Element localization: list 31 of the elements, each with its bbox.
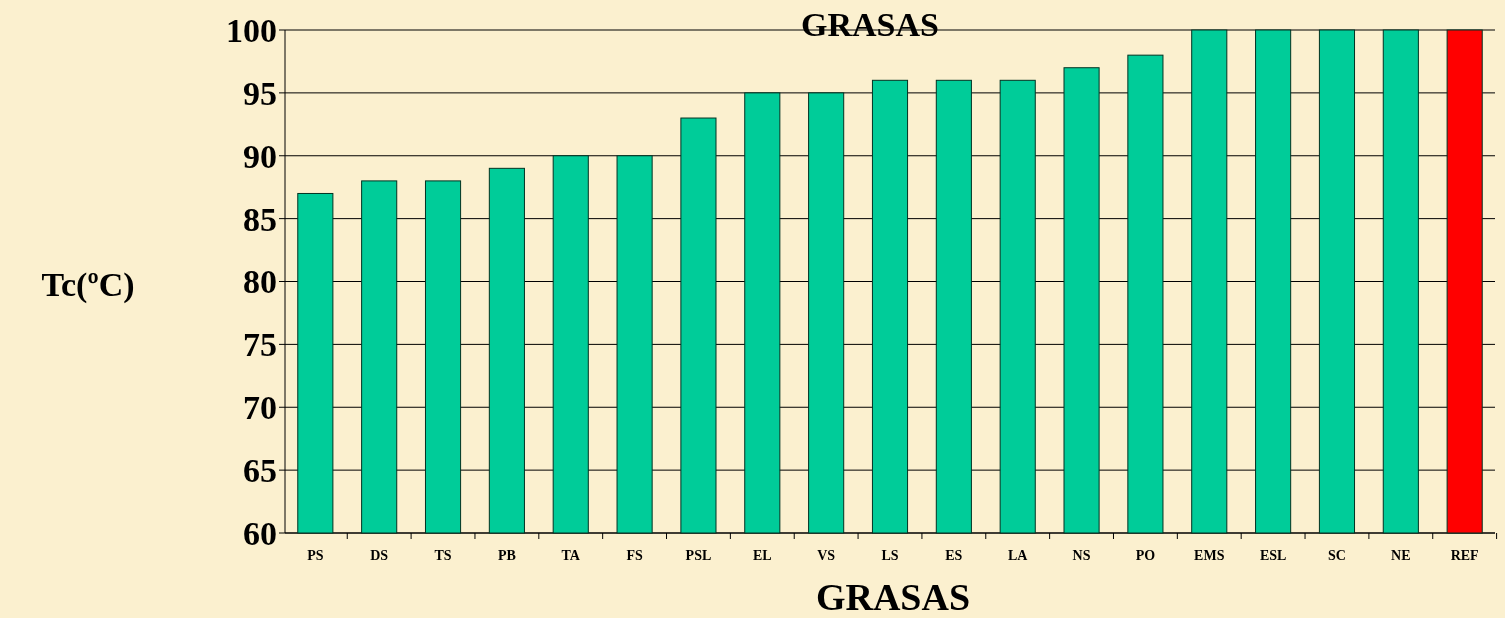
y-tick-label: 80 bbox=[243, 263, 277, 301]
y-tick-label: 70 bbox=[243, 389, 277, 427]
x-tick-label: EL bbox=[752, 548, 772, 563]
x-tick-label: REF bbox=[1450, 548, 1479, 563]
x-axis-title: GRASAS bbox=[815, 576, 971, 618]
x-tick-label: PS bbox=[307, 548, 324, 563]
x-tick-label: TA bbox=[561, 548, 581, 563]
x-tick-label: PO bbox=[1135, 548, 1156, 563]
x-tick-label: FS bbox=[626, 548, 643, 563]
y-tick-label: 75 bbox=[243, 326, 277, 364]
y-tick-label: 95 bbox=[243, 74, 277, 112]
x-tick-label: VS bbox=[817, 548, 836, 563]
x-tick-label: NS bbox=[1072, 548, 1091, 563]
chart-title: GRASAS bbox=[801, 6, 939, 43]
x-tick-label: SC bbox=[1328, 548, 1346, 563]
y-tick-label: 60 bbox=[243, 514, 277, 552]
y-tick-label: 100 bbox=[226, 11, 277, 49]
y-tick-label: 65 bbox=[243, 452, 277, 490]
x-tick-label: PB bbox=[497, 548, 516, 563]
x-tick-label: PSL bbox=[685, 548, 712, 563]
y-axis-title: Tc(ºC) bbox=[41, 266, 135, 304]
x-tick-label: LA bbox=[1007, 548, 1029, 563]
x-tick-label: ES bbox=[945, 548, 963, 563]
x-tick-label: NE bbox=[1391, 548, 1411, 563]
x-tick-label: LS bbox=[881, 548, 899, 563]
x-tick-label: TS bbox=[434, 548, 452, 563]
x-tick-label: DS bbox=[370, 548, 389, 563]
x-tick-label: ESL bbox=[1259, 548, 1287, 563]
y-tick-label: 90 bbox=[243, 137, 277, 175]
y-tick-label: 85 bbox=[243, 200, 277, 238]
x-tick-label: EMS bbox=[1194, 548, 1225, 563]
